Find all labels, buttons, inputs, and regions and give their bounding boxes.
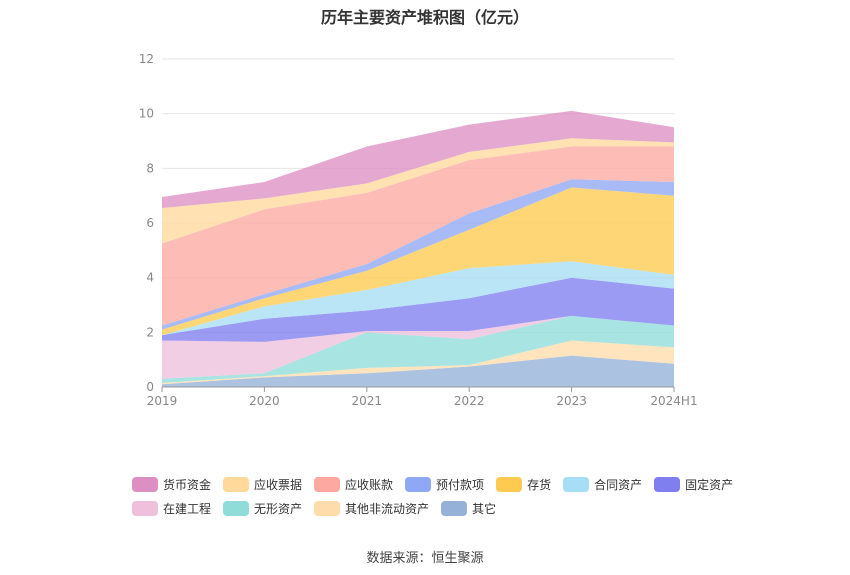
- legend-swatch: [314, 500, 341, 516]
- y-tick-label: 6: [146, 216, 154, 230]
- legend-swatch: [314, 476, 341, 492]
- legend-row: 货币资金 应收票据 应收账款 预付款项 存货 合同资产 固定资产: [132, 472, 772, 496]
- area-series-10: [162, 110, 674, 208]
- legend-item[interactable]: 合同资产: [563, 476, 642, 493]
- legend-item[interactable]: 应收票据: [223, 476, 302, 493]
- legend-row: 在建工程 无形资产 其他非流动资产 其它: [132, 496, 772, 520]
- legend-label: 存货: [527, 477, 552, 492]
- legend-item[interactable]: 在建工程: [132, 500, 211, 517]
- legend-label: 预付款项: [436, 477, 485, 492]
- legend-swatch: [223, 476, 250, 492]
- legend-swatch: [441, 500, 468, 516]
- legend-item[interactable]: 预付款项: [405, 476, 484, 493]
- legend-swatch: [223, 500, 250, 516]
- legend-label: 在建工程: [163, 501, 212, 516]
- legend-label: 应收账款: [345, 477, 394, 492]
- legend-item[interactable]: 应收账款: [314, 476, 393, 493]
- area-series-8: [162, 146, 674, 326]
- legend-item[interactable]: 固定资产: [654, 476, 733, 493]
- area-series-0: [162, 355, 674, 387]
- y-tick-label: 2: [146, 325, 154, 339]
- axes: 0 2 4 6 8 10 12 2019 2020 2021 2022 2023 2024H1: [139, 52, 698, 408]
- legend-swatch: [405, 476, 432, 492]
- legend-swatch: [496, 476, 523, 492]
- chart-title: 历年主要资产堆积图（亿元）: [320, 8, 529, 27]
- x-tick-label: 2024H1: [650, 394, 697, 408]
- legend-item[interactable]: 其它: [441, 500, 496, 517]
- stacked-area-chart: 0 2 4 6 8 10 12 2019 2020 2021 2022 2023 2024H1: [139, 52, 698, 408]
- area-series-5: [162, 261, 674, 336]
- x-tick-label: 2021: [352, 394, 383, 408]
- legend-item[interactable]: 无形资产: [223, 500, 302, 517]
- legend-label: 固定资产: [685, 477, 734, 492]
- legend-item[interactable]: 货币资金: [132, 476, 211, 493]
- legend-label: 其它: [472, 501, 497, 516]
- x-tick-label: 2019: [147, 394, 178, 408]
- y-tick-label: 4: [146, 271, 154, 285]
- legend-label: 其他非流动资产: [345, 501, 430, 516]
- legend-swatch: [132, 476, 158, 492]
- legend-label: 合同资产: [594, 477, 643, 492]
- source-note: 数据来源：恒生聚源: [366, 551, 484, 566]
- legend-swatch: [132, 500, 158, 516]
- legend-label: 应收票据: [254, 477, 303, 492]
- legend: 货币资金 应收票据 应收账款 预付款项 存货 合同资产 固定资产在建工程 无形资产 其他非流动资…: [132, 472, 772, 520]
- area-series-4: [162, 277, 674, 342]
- y-tick-label: 10: [139, 107, 154, 121]
- legend-swatch: [654, 476, 681, 492]
- legend-swatch: [563, 476, 590, 492]
- y-tick-label: 12: [139, 52, 154, 66]
- area-series-3: [162, 315, 674, 379]
- legend-item[interactable]: 其他非流动资产: [314, 500, 429, 517]
- area-series-2: [162, 315, 674, 383]
- x-tick-label: 2023: [556, 394, 587, 408]
- x-tick-label: 2022: [454, 394, 485, 408]
- area-series: [162, 110, 674, 387]
- area-series-6: [162, 187, 674, 336]
- legend-item[interactable]: 存货: [496, 476, 551, 493]
- legend-label: 货币资金: [163, 477, 212, 492]
- y-tick-label: 0: [146, 380, 154, 394]
- legend-label: 无形资产: [254, 501, 303, 516]
- y-tick-label: 8: [146, 161, 154, 175]
- x-tick-label: 2020: [249, 394, 280, 408]
- area-series-1: [162, 340, 674, 385]
